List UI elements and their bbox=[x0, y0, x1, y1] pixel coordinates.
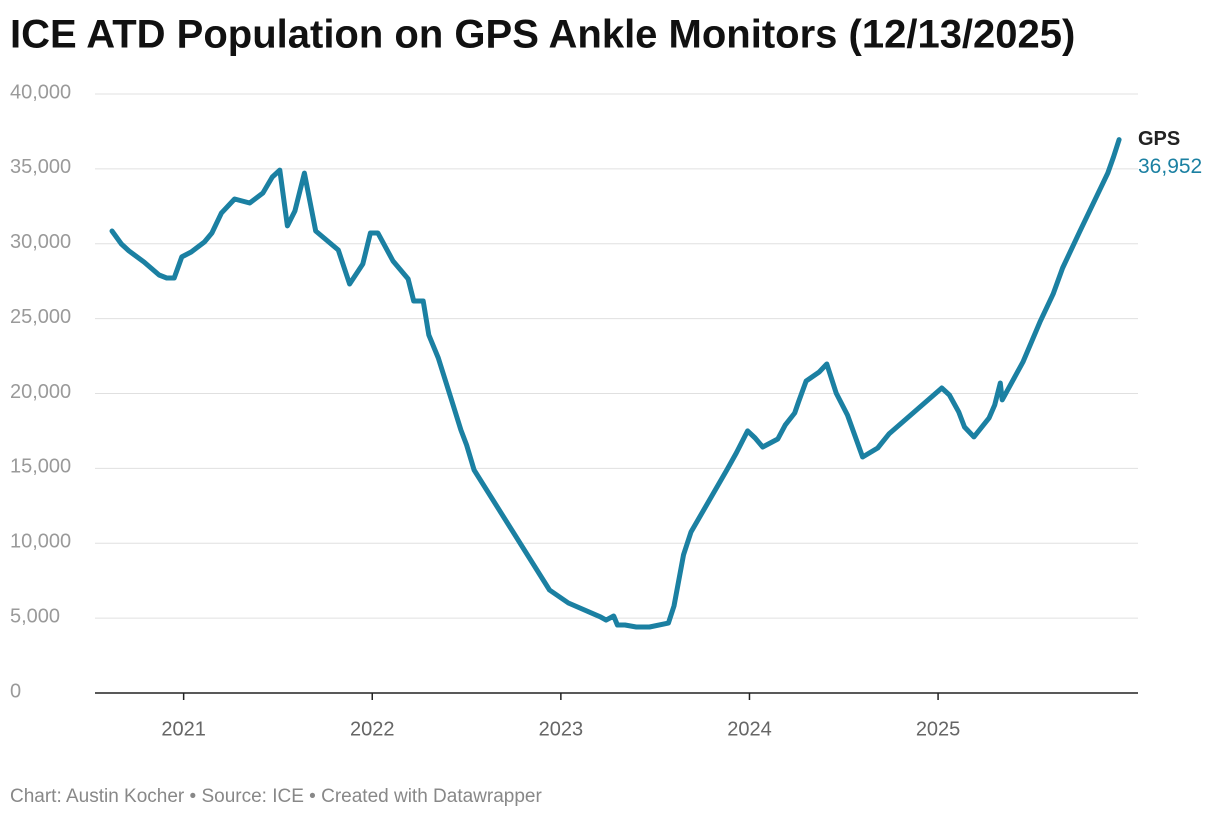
line bbox=[109, 137, 1122, 630]
y-tick-label: 40,000 bbox=[10, 81, 71, 103]
x-tick-label: 2023 bbox=[539, 718, 584, 740]
x-tick-label: 2021 bbox=[161, 718, 206, 740]
chart-title: ICE ATD Population on GPS Ankle Monitors… bbox=[10, 13, 1075, 57]
x-tick-label: 2025 bbox=[916, 718, 961, 740]
y-tick-label: 30,000 bbox=[10, 231, 71, 253]
y-tick-label: 25,000 bbox=[10, 306, 71, 328]
y-tick-label: 5,000 bbox=[10, 605, 60, 627]
value-label: 36,952 bbox=[1138, 155, 1202, 178]
x-tick-label: 2022 bbox=[350, 718, 395, 740]
y-tick-label: 0 bbox=[10, 680, 21, 702]
y-tick-label: 20,000 bbox=[10, 381, 71, 403]
y-tick-label: 10,000 bbox=[10, 531, 71, 553]
y-tick-label: 35,000 bbox=[10, 156, 71, 178]
source: Chart: Austin Kocher • Source: ICE • Cre… bbox=[10, 786, 542, 807]
x-tick-label: 2024 bbox=[727, 718, 772, 740]
y-tick-label: 15,000 bbox=[10, 456, 71, 478]
legend-label: GPS bbox=[1138, 128, 1180, 150]
